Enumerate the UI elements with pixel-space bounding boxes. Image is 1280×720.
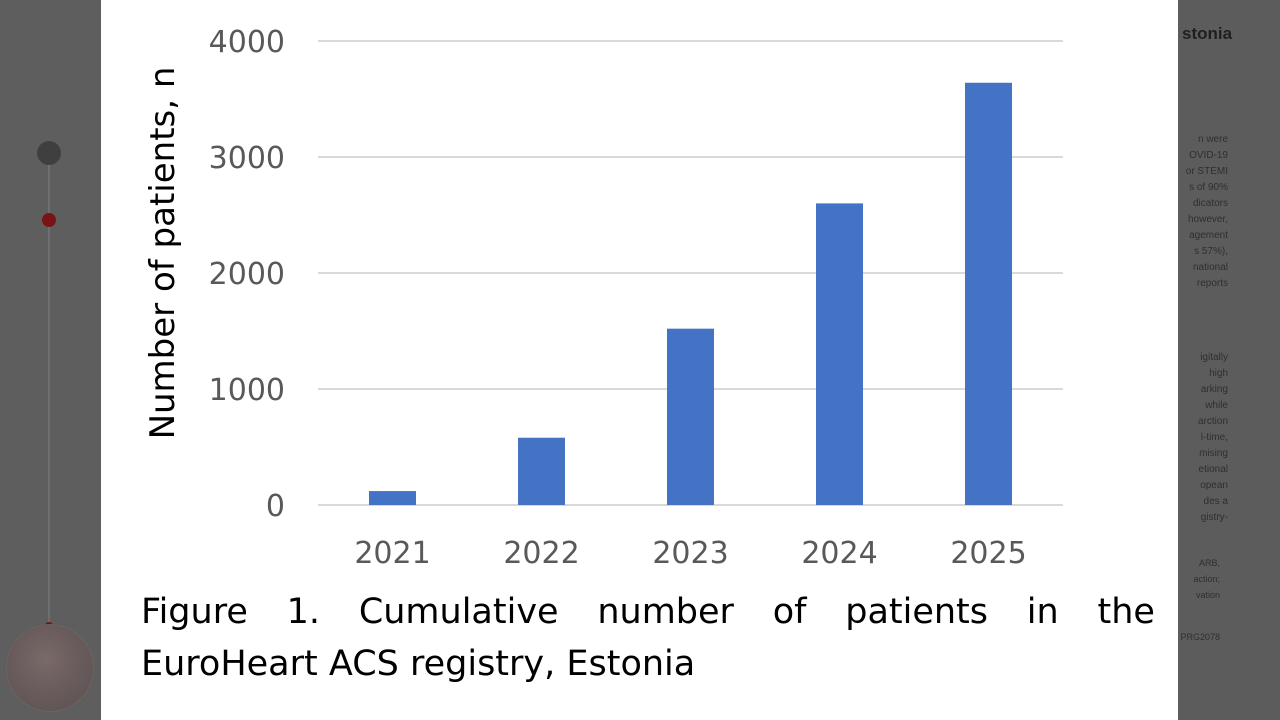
y-axis-label: Number of patients, n bbox=[143, 67, 183, 440]
background-text-line: high bbox=[1209, 368, 1228, 379]
background-heading: stonia bbox=[1182, 24, 1233, 43]
background-text-line: PRG2078 bbox=[1180, 632, 1220, 642]
y-tick-label: 4000 bbox=[209, 25, 285, 60]
bar-2022 bbox=[518, 437, 565, 505]
bar-2021 bbox=[369, 491, 416, 505]
y-tick-label: 1000 bbox=[209, 373, 285, 408]
timeline-dot-active[interactable] bbox=[42, 213, 56, 227]
background-text-line: s 57%), bbox=[1194, 246, 1228, 257]
bar-2024 bbox=[816, 203, 863, 505]
background-text-line: arking bbox=[1200, 384, 1228, 395]
background-text-line: vation bbox=[1195, 590, 1220, 600]
background-text-line: dicators bbox=[1192, 198, 1228, 209]
figure-caption: Figure 1. Cumulative number of patients in the … bbox=[141, 586, 1155, 690]
caption-word: in bbox=[1026, 592, 1059, 632]
background-text-line: reports bbox=[1196, 278, 1228, 289]
caption-word: 1. bbox=[286, 592, 321, 632]
x-tick-label: 2022 bbox=[503, 536, 579, 571]
background-text-line: etional bbox=[1198, 464, 1228, 475]
background-text-line: OVID-19 bbox=[1189, 150, 1228, 161]
left-rail bbox=[0, 0, 101, 720]
caption-word: the bbox=[1097, 592, 1155, 632]
background-text-line: agement bbox=[1189, 230, 1228, 241]
timeline-line bbox=[48, 150, 50, 630]
background-text-line: ARB, bbox=[1198, 558, 1220, 568]
background-text-line: however, bbox=[1187, 214, 1228, 225]
x-tick-label: 2023 bbox=[652, 536, 728, 571]
caption-word: patients bbox=[845, 592, 989, 632]
y-tick-label: 0 bbox=[266, 489, 285, 524]
background-text-line: l-time, bbox=[1200, 432, 1228, 443]
x-tick-label: 2025 bbox=[950, 536, 1026, 571]
background-text-line: while bbox=[1205, 400, 1228, 411]
background-text-line: national bbox=[1192, 262, 1228, 273]
background-text-line: gistry- bbox=[1200, 512, 1228, 523]
slide: 0 1000 2000 3000 4000 2021 2022 2023 2024 2025 Num… bbox=[101, 0, 1178, 720]
caption-word: of bbox=[772, 592, 807, 632]
background-text-line: s of 90% bbox=[1189, 182, 1228, 193]
y-tick-label: 2000 bbox=[209, 257, 285, 292]
background-text-line: arction bbox=[1197, 416, 1228, 427]
caption-word: Figure bbox=[141, 592, 248, 632]
background-text-line: des a bbox=[1203, 496, 1228, 507]
caption-word: Cumulative bbox=[358, 592, 559, 632]
globe-icon bbox=[6, 624, 94, 712]
caption-line-2: EuroHeart ACS registry, Estonia bbox=[141, 644, 696, 684]
caption-word: number bbox=[597, 592, 734, 632]
caption-line-1: Figure 1. Cumulative number of patients in the bbox=[141, 586, 1155, 638]
x-tick-label: 2021 bbox=[354, 536, 430, 571]
bar-chart: 0 1000 2000 3000 4000 2021 2022 2023 2024 2025 Num… bbox=[143, 25, 1063, 571]
timeline-dot[interactable] bbox=[37, 141, 61, 165]
background-document: stonia n were OVID-19 or STEMI s of 90% dica… bbox=[1178, 0, 1280, 720]
background-text-line: igitally bbox=[1200, 352, 1228, 363]
bar-2023 bbox=[667, 328, 714, 505]
x-tick-label: 2024 bbox=[801, 536, 877, 571]
bar-2025 bbox=[965, 82, 1012, 505]
background-text-line: opean bbox=[1200, 480, 1228, 491]
background-text-line: n were bbox=[1197, 134, 1228, 145]
background-text-line: mising bbox=[1199, 448, 1228, 459]
background-text-line: action; bbox=[1193, 574, 1220, 584]
background-text-line: or STEMI bbox=[1185, 166, 1228, 177]
y-tick-label: 3000 bbox=[209, 141, 285, 176]
